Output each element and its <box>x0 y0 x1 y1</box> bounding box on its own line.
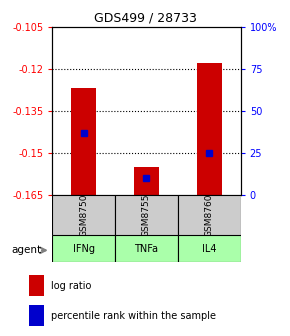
FancyBboxPatch shape <box>115 235 178 262</box>
Text: GSM8760: GSM8760 <box>205 193 214 237</box>
Bar <box>134 167 159 195</box>
Text: IL4: IL4 <box>202 244 217 254</box>
FancyBboxPatch shape <box>178 235 241 262</box>
FancyBboxPatch shape <box>178 195 241 235</box>
Text: GSM8750: GSM8750 <box>79 193 88 237</box>
FancyBboxPatch shape <box>52 195 115 235</box>
Text: TNFa: TNFa <box>135 244 158 254</box>
FancyBboxPatch shape <box>52 235 115 262</box>
Text: IFNg: IFNg <box>72 244 95 254</box>
Text: GDS499 / 28733: GDS499 / 28733 <box>94 12 196 25</box>
Text: percentile rank within the sample: percentile rank within the sample <box>51 311 216 321</box>
FancyBboxPatch shape <box>115 195 178 235</box>
Bar <box>197 63 222 195</box>
Bar <box>71 88 96 195</box>
Text: log ratio: log ratio <box>51 281 92 291</box>
Text: GSM8755: GSM8755 <box>142 193 151 237</box>
Bar <box>29 275 44 296</box>
Text: agent: agent <box>12 245 42 255</box>
Bar <box>29 305 44 326</box>
